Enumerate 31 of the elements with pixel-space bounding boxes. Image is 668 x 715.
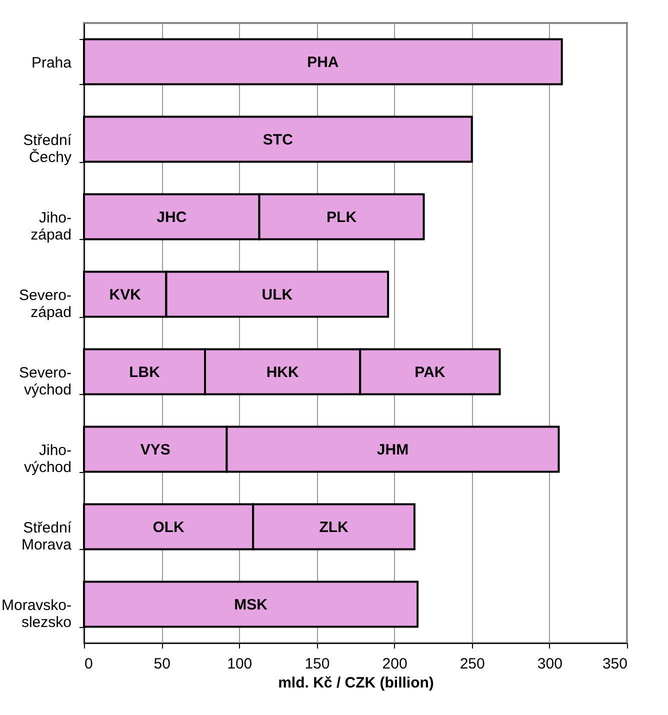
data-label: PLK	[326, 208, 357, 226]
x-axis-title: mld. Kč / CZK (billion)	[278, 674, 434, 692]
data-label: LBK	[129, 364, 160, 381]
data-label: KVK	[109, 286, 142, 304]
data-label: OLK	[152, 518, 185, 536]
data-label: MSK	[234, 596, 268, 614]
y-tick-label: Jiho-východ	[24, 442, 72, 476]
y-tick-label: Moravsko-slezsko	[1, 596, 72, 631]
data-label: JHM	[376, 441, 409, 458]
y-tick-label: Severo-východ	[18, 364, 72, 398]
data-label: JHC	[156, 208, 187, 226]
data-label: ZLK	[319, 518, 349, 536]
data-label: STC	[262, 131, 294, 148]
x-tick-label: 300	[537, 656, 562, 672]
data-label: PHA	[307, 54, 339, 71]
y-tick-label: Střední Morava	[21, 519, 72, 554]
y-tick-label: Praha	[31, 54, 72, 72]
y-tick-label: Jiho-západ	[30, 209, 72, 244]
data-label: HKK	[266, 364, 299, 381]
data-label: PAK	[414, 364, 446, 381]
data-label: VYS	[140, 441, 170, 458]
x-tick-label: 350	[602, 656, 628, 672]
x-tick-label: 50	[154, 656, 170, 672]
x-tick-label: 250	[460, 656, 485, 672]
y-tick-label: Severo-západ	[18, 286, 72, 321]
y-tick-label: Střední Čechy	[23, 132, 72, 166]
x-tick-label: 100	[227, 656, 252, 672]
x-tick-label: 200	[382, 656, 408, 672]
data-label: ULK	[262, 286, 293, 304]
x-tick-label: 0	[84, 656, 93, 672]
x-tick-label: 150	[304, 656, 330, 672]
